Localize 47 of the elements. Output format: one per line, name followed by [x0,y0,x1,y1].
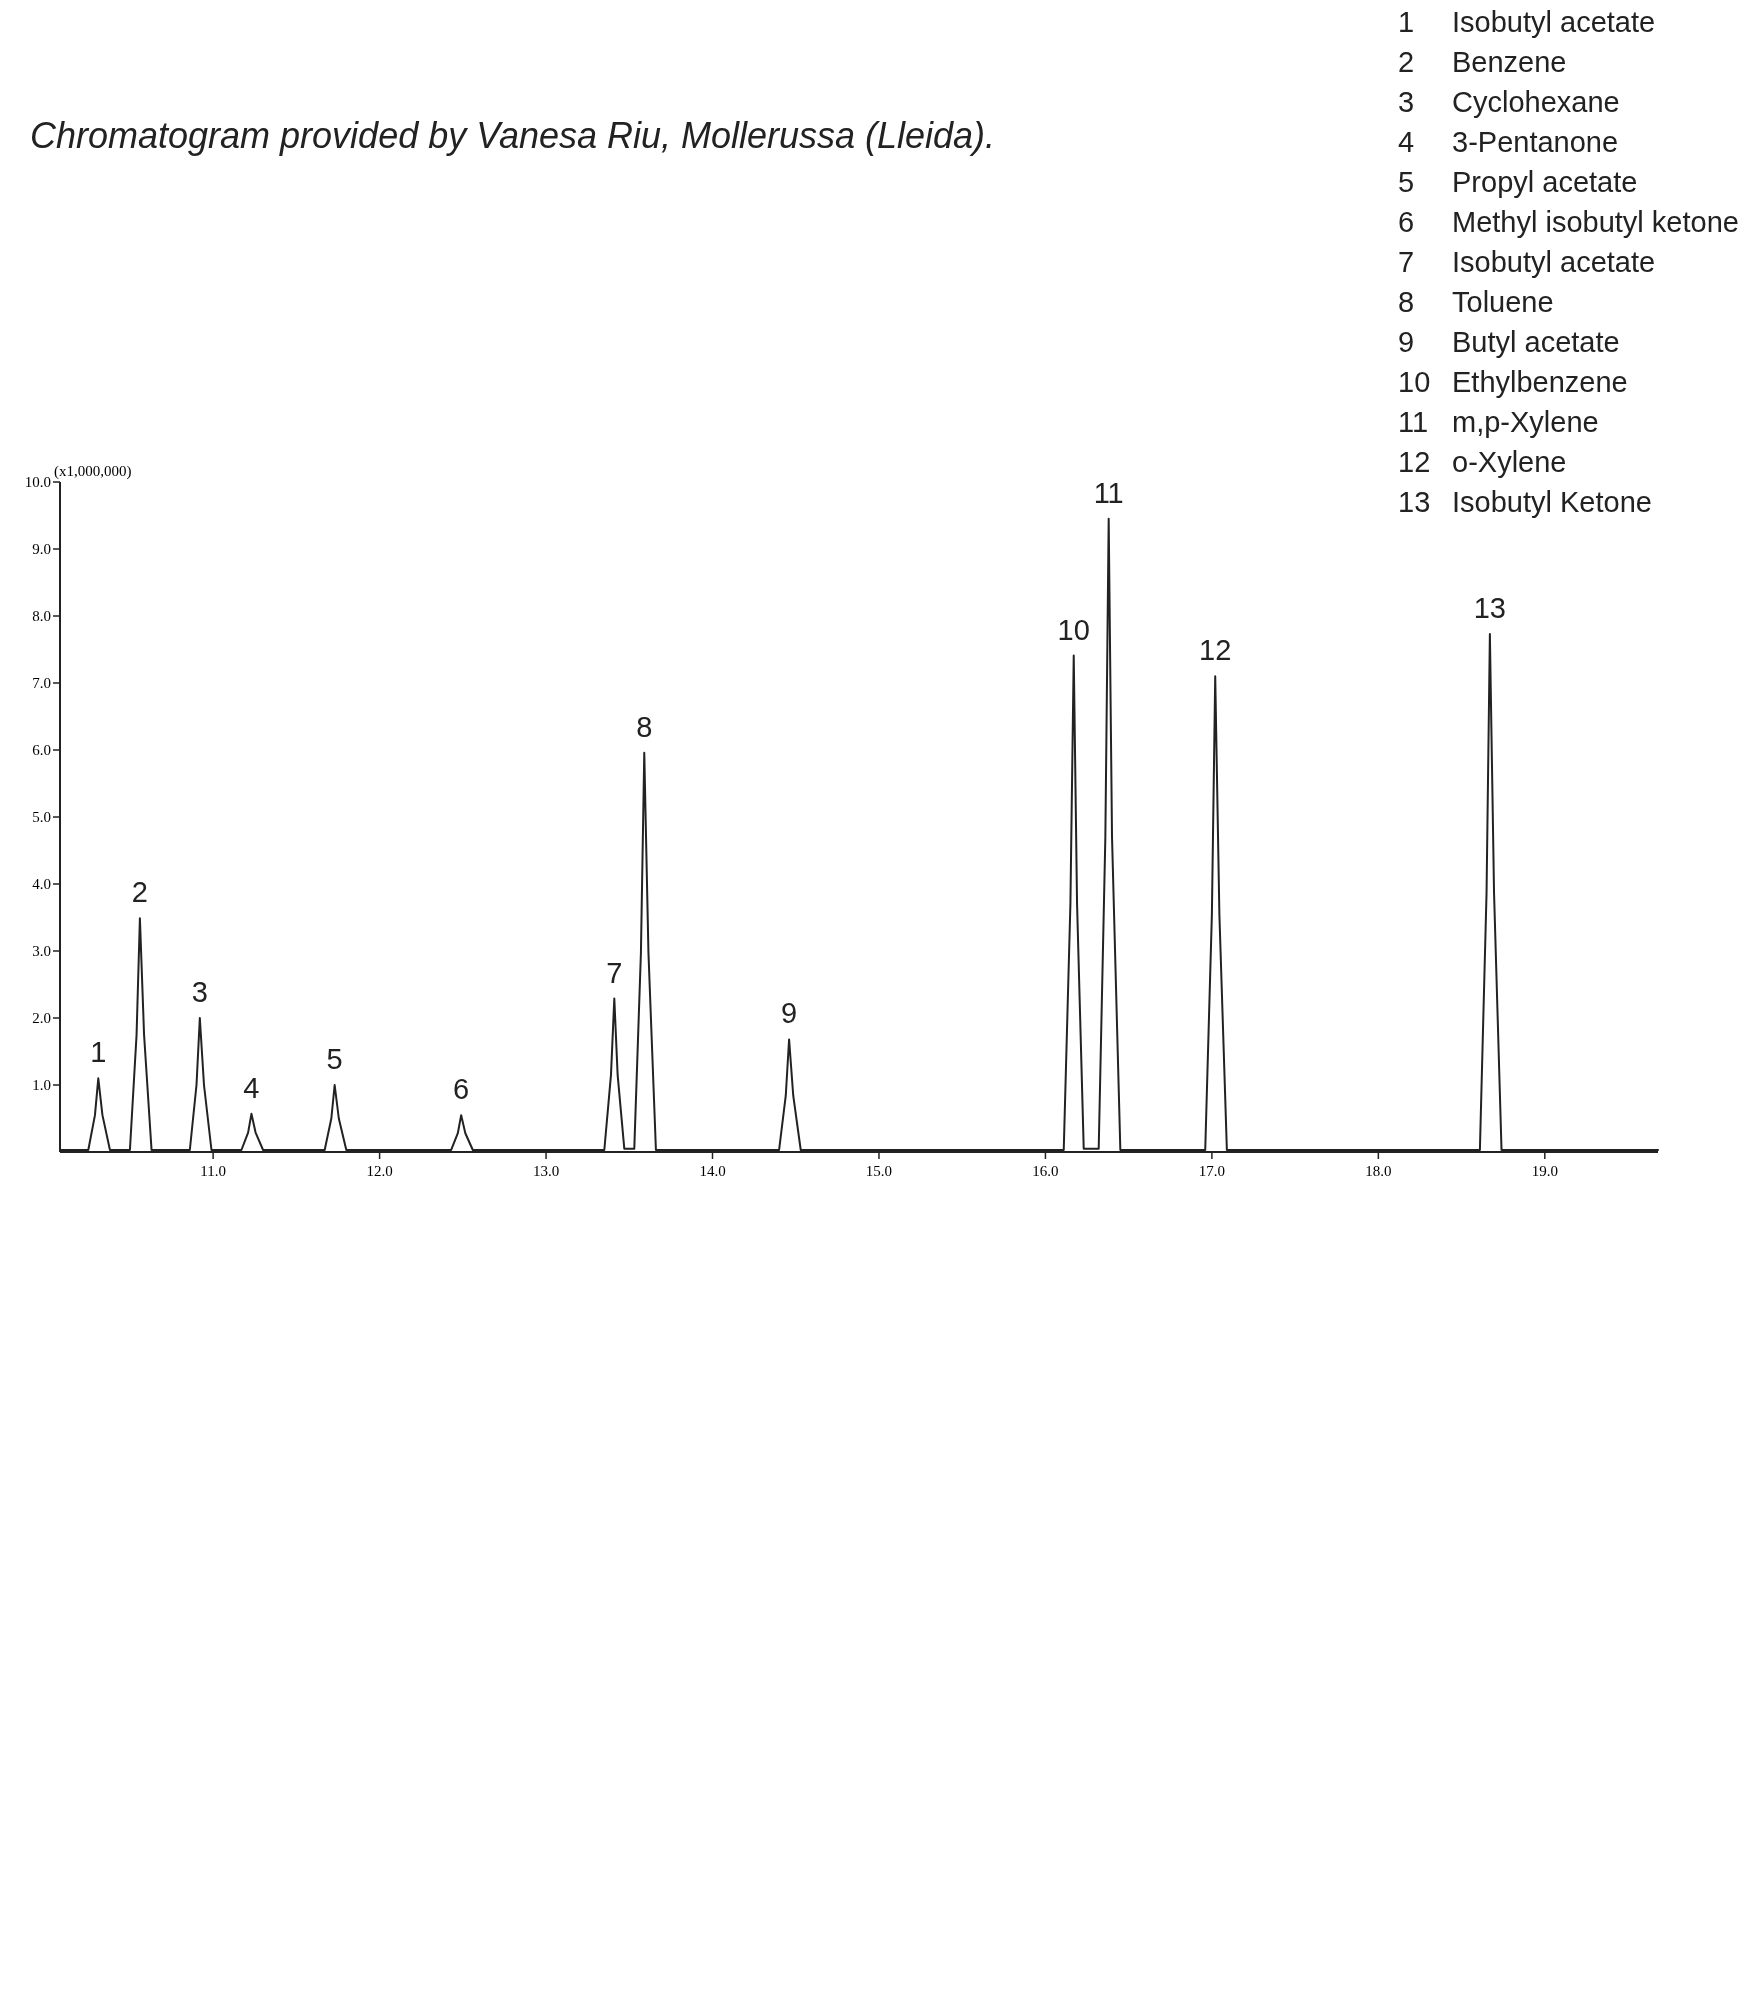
annotation: 7 [606,956,623,989]
annotation: 5 [326,1043,343,1075]
annotation: 6 [453,1073,470,1106]
y-tick-label: 7.0 [32,675,51,692]
x-tick-label: 16.0 [1032,1163,1059,1179]
x-tick-label: 19.0 [1531,1163,1558,1179]
annotation: 13 Isobutyl Ketone [1398,486,1652,518]
text: 10 Ethylbenzene [1398,366,1628,398]
text: 6 Methyl isobutyl ketone [1398,206,1739,238]
text: 3 Cyclohexane [1398,86,1620,118]
annotation: 3 [191,976,208,1008]
x-tick-label: 13.0 [532,1163,560,1179]
chart-title: Chromatogram provided by Vanesa Riu, Mollerussa (Lleida). [30,115,996,156]
annotation: 8 [636,710,653,743]
y-tick-label: 9.0 [32,541,51,558]
y-axis-title: (x1,000,000) [54,463,132,480]
y-tick-label: 10.0 [24,474,51,491]
annotation: 12 [1199,634,1232,667]
annotation: 10 [1057,613,1090,646]
text: 8 Toluene [1398,286,1554,318]
annotation: 2 [131,876,148,909]
y-tick-label: 8.0 [32,608,51,625]
x-tick-label: 12.0 [366,1163,393,1179]
y-tick-label: 1.0 [32,1077,51,1094]
annotation: 11 [1093,476,1124,509]
text: 11 m,p-Xylene [1398,406,1599,438]
x-tick-label: 15.0 [865,1163,893,1179]
text: 2 Benzene [1398,46,1567,78]
y-tick-label: 6.0 [32,742,51,759]
x-tick-label: 18.0 [1365,1163,1392,1179]
y-tick-label: 5.0 [32,809,51,826]
text: 7 Isobutyl acetate [1398,246,1656,278]
text: 4 3-Pentanone [1398,126,1619,158]
text: 1 Isobutyl acetate [1398,6,1656,38]
annotation: 4 [243,1071,260,1104]
x-tick-label: 11.0 [200,1163,226,1179]
x-tick-label: 17.0 [1198,1163,1226,1179]
y-tick-label: 4.0 [32,876,51,893]
text: 12 o-Xylene [1398,446,1567,478]
y-tick-label: 2.0 [32,1010,51,1027]
x-tick-label: 14.0 [699,1163,726,1179]
text: 9 Butyl acetate [1398,326,1620,358]
y-tick-label: 3.0 [32,943,51,960]
annotation: 9 [781,997,798,1030]
text: 5 Propyl acetate [1398,166,1638,198]
annotation: 1 [90,1036,107,1069]
annotation: 13 [1473,592,1507,625]
